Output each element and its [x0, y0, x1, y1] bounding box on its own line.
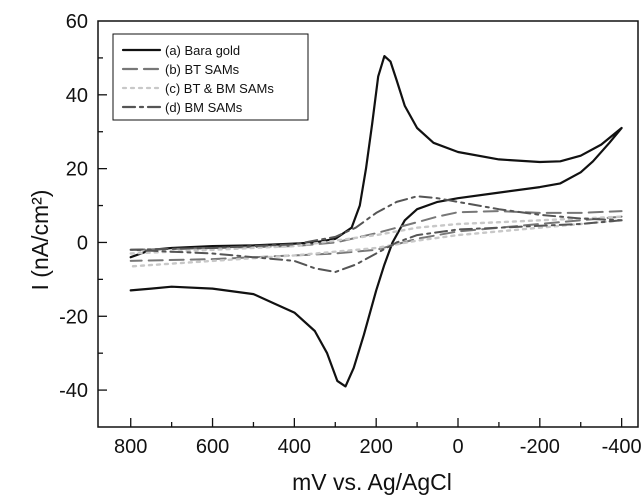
y-tick-label: 0	[77, 232, 88, 254]
x-tick-label: 0	[452, 436, 463, 458]
x-axis-title: mV vs. Ag/AgCl	[292, 469, 452, 495]
series-line-3	[129, 215, 623, 268]
legend-box	[112, 33, 309, 121]
y-tick-label: 60	[66, 11, 88, 33]
x-tick-label: -400	[602, 436, 642, 458]
legend-label-2: (b) BT SAMs	[165, 62, 240, 77]
legend-label-3: (c) BT & BM SAMs	[165, 81, 274, 96]
y-tick-label: -20	[59, 306, 88, 328]
y-tick-label: -40	[59, 380, 88, 402]
x-tick-label: -200	[520, 436, 560, 458]
x-tick-label: 400	[278, 436, 311, 458]
y-axis-title: I (nA/cm²)	[27, 190, 53, 291]
legend-label-1: (a) Bara gold	[165, 43, 240, 58]
x-tick-label: 200	[359, 436, 392, 458]
x-tick-label: 800	[114, 436, 147, 458]
series-line-4	[129, 195, 623, 273]
y-tick-label: 40	[66, 85, 88, 107]
x-tick-label: 600	[196, 436, 229, 458]
y-tick-label: 20	[66, 159, 88, 181]
legend-label-4: (d) BM SAMs	[165, 100, 243, 115]
series-line-2	[129, 210, 623, 262]
plot-frame	[97, 20, 639, 428]
